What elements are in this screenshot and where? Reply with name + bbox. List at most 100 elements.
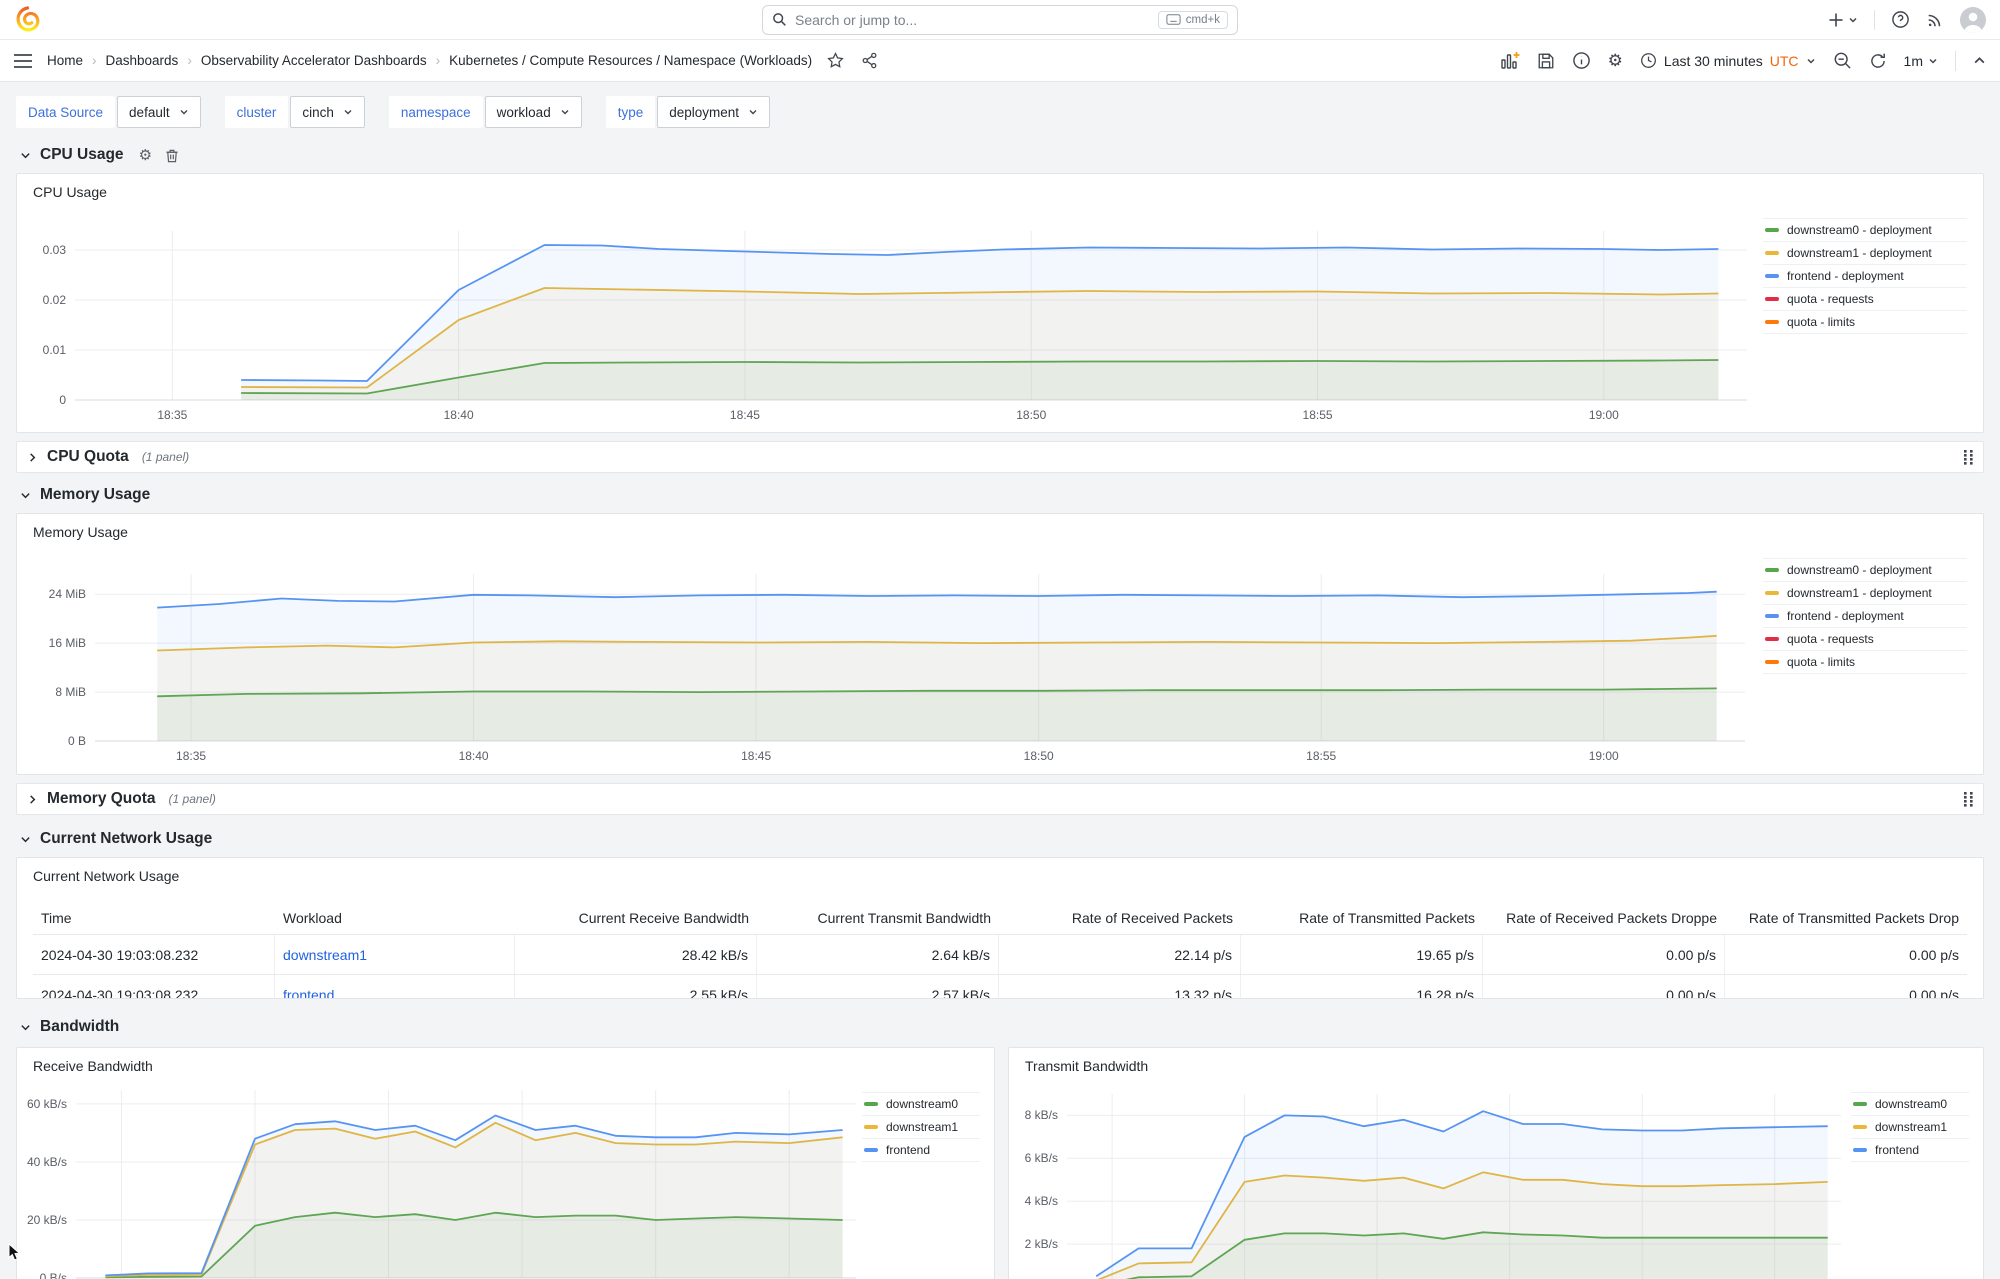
legend-item[interactable]: downstream0 [862, 1092, 980, 1115]
workload-link-cell[interactable]: frontend [275, 975, 515, 998]
refresh-interval-picker[interactable]: 1m [1904, 53, 1938, 69]
legend-label: quota - requests [1787, 632, 1874, 646]
column-header[interactable]: Time [41, 910, 72, 926]
share-icon[interactable] [861, 52, 878, 69]
drag-handle-dots-icon[interactable] [1964, 449, 1973, 465]
cpu-plot-area [75, 231, 1747, 401]
variable-label-datasource[interactable]: Data Source [16, 96, 116, 128]
breadcrumb-folder[interactable]: Observability Accelerator Dashboards [200, 53, 427, 68]
search-placeholder: Search or jump to... [795, 11, 918, 28]
zoom-out-icon[interactable] [1833, 51, 1852, 70]
column-header[interactable]: Rate of Received Packets [1071, 910, 1233, 926]
chevron-right-icon [30, 794, 36, 804]
panel-title[interactable]: Current Network Usage [33, 868, 180, 884]
receive-bandwidth-chart[interactable]: 0 B/s 20 kB/s 40 kB/s 60 kB/s [17, 1048, 994, 1279]
legend-item[interactable]: quota - limits [1763, 650, 1967, 674]
column-header[interactable]: Current Receive Bandwidth [578, 910, 749, 926]
workload-link-cell[interactable]: downstream1 [275, 935, 515, 974]
variable-label-cluster[interactable]: cluster [224, 96, 289, 128]
variable-value-type[interactable]: deployment [657, 96, 771, 128]
kiosk-collapse-icon[interactable] [1973, 54, 1986, 67]
legend-item[interactable]: downstream0 - deployment [1763, 218, 1967, 241]
star-icon[interactable] [827, 52, 844, 69]
legend-item[interactable]: frontend - deployment [1763, 264, 1967, 287]
panel-info-icon[interactable] [1572, 51, 1591, 70]
legend-item[interactable]: downstream0 - deployment [1763, 558, 1967, 581]
breadcrumb-separator: › [187, 53, 192, 68]
nav-bar: Home › Dashboards › Observability Accele… [0, 40, 2000, 82]
user-icon [1964, 12, 1982, 33]
breadcrumb-dashboards[interactable]: Dashboards [105, 53, 179, 68]
row-header-memory-usage[interactable]: Memory Usage [16, 481, 1984, 509]
y-axis-tick: 0 B [67, 734, 86, 748]
network-table: Time Workload Current Receive Bandwidth Cur… [33, 902, 1967, 999]
add-menu-button[interactable] [1828, 12, 1858, 28]
legend-item[interactable]: frontend [862, 1138, 980, 1162]
dashboard-settings-icon[interactable]: ⚙ [1607, 50, 1623, 70]
legend-swatch [1853, 1125, 1867, 1129]
variable-value-datasource[interactable]: default [117, 96, 201, 128]
legend-item[interactable]: downstream1 [1851, 1115, 1969, 1138]
cpu-usage-chart[interactable]: 0 0.01 0.02 0.03 18:35 18:40 18:45 18:50 18:55 19… [17, 174, 1983, 432]
y-axis-tick: 16 MiB [48, 636, 86, 651]
table-cell: 2024-04-30 19:03:08.232 [33, 935, 275, 974]
refresh-icon[interactable] [1869, 52, 1887, 70]
panel-title[interactable]: Receive Bandwidth [33, 1058, 153, 1074]
legend-item[interactable]: frontend - deployment [1763, 604, 1967, 627]
row-header-current-network-usage[interactable]: Current Network Usage [16, 825, 1984, 853]
row-settings-gear-icon[interactable]: ⚙ [138, 147, 153, 164]
transmit-bandwidth-chart[interactable]: 0 B/s2 kB/s4 kB/s6 kB/s8 kB/s [1009, 1048, 1983, 1279]
legend-item[interactable]: downstream1 - deployment [1763, 581, 1967, 604]
news-rss-icon[interactable] [1926, 11, 1944, 29]
save-icon[interactable] [1537, 52, 1555, 70]
column-header[interactable]: Current Transmit Bandwidth [817, 910, 991, 926]
panel-title[interactable]: CPU Usage [33, 184, 107, 200]
memory-usage-chart[interactable]: 0 B 8 MiB 16 MiB 24 MiB 18:35 18:40 18:45 18:50… [17, 514, 1983, 774]
legend-item[interactable]: downstream1 - deployment [1763, 241, 1967, 264]
row-header-cpu-usage[interactable]: CPU Usage ⚙ [16, 141, 1984, 169]
x-axis-tick: 18:55 [1302, 408, 1333, 422]
column-header[interactable]: Workload [283, 910, 342, 926]
menu-icon[interactable] [14, 53, 32, 68]
row-memory-quota[interactable]: Memory Quota (1 panel) [16, 783, 1984, 815]
column-header[interactable]: Rate of Received Packets Droppe [1506, 910, 1717, 926]
legend-item[interactable]: quota - limits [1763, 310, 1967, 334]
variable-value-namespace[interactable]: workload [484, 96, 582, 128]
y-axis-tick: 60 kB/s [26, 1096, 67, 1111]
y-axis-tick: 0.01 [42, 343, 66, 357]
variable-label-type[interactable]: type [605, 96, 656, 128]
row-header-bandwidth[interactable]: Bandwidth [16, 1013, 1984, 1041]
column-header[interactable]: Rate of Transmitted Packets [1299, 910, 1475, 926]
panel-title[interactable]: Transmit Bandwidth [1025, 1058, 1149, 1074]
add-panel-icon[interactable] [1500, 51, 1520, 71]
y-axis-tick: 0 [59, 393, 66, 407]
legend-label: frontend [886, 1143, 931, 1157]
legend-item[interactable]: downstream1 [862, 1115, 980, 1138]
legend-item[interactable]: frontend [1851, 1138, 1969, 1162]
user-avatar[interactable] [1960, 6, 1986, 33]
legend-swatch [1765, 297, 1779, 301]
variable-value-cluster[interactable]: cinch [290, 96, 365, 128]
help-icon[interactable] [1891, 10, 1910, 29]
legend-item[interactable]: quota - requests [1763, 627, 1967, 650]
breadcrumb-home[interactable]: Home [47, 53, 84, 68]
table-row: 2024-04-30 19:03:08.232 frontend 2.55 kB/s… [33, 975, 1967, 999]
drag-handle-dots-icon[interactable] [1964, 791, 1973, 807]
column-header[interactable]: Rate of Transmitted Packets Drop [1748, 910, 1959, 926]
divider [1874, 9, 1875, 30]
legend-item[interactable]: quota - requests [1763, 287, 1967, 310]
search-icon [772, 12, 787, 27]
row-cpu-quota[interactable]: CPU Quota (1 panel) [16, 441, 1984, 473]
legend-item[interactable]: downstream0 [1851, 1092, 1969, 1115]
search-input[interactable]: Search or jump to... cmd+k [762, 4, 1238, 35]
variable-label-namespace[interactable]: namespace [388, 96, 483, 128]
table-cell: 0.00 p/s [1909, 986, 1959, 999]
time-range-picker[interactable]: Last 30 minutes UTC [1640, 52, 1816, 69]
legend-label: downstream0 [1875, 1097, 1948, 1111]
chevron-down-icon [561, 110, 569, 115]
chevron-down-icon [1807, 58, 1815, 64]
row-delete-trash-icon[interactable] [165, 148, 179, 163]
panel-title[interactable]: Memory Usage [33, 524, 128, 540]
legend-label: frontend [1875, 1143, 1920, 1157]
grafana-logo[interactable] [14, 6, 41, 33]
